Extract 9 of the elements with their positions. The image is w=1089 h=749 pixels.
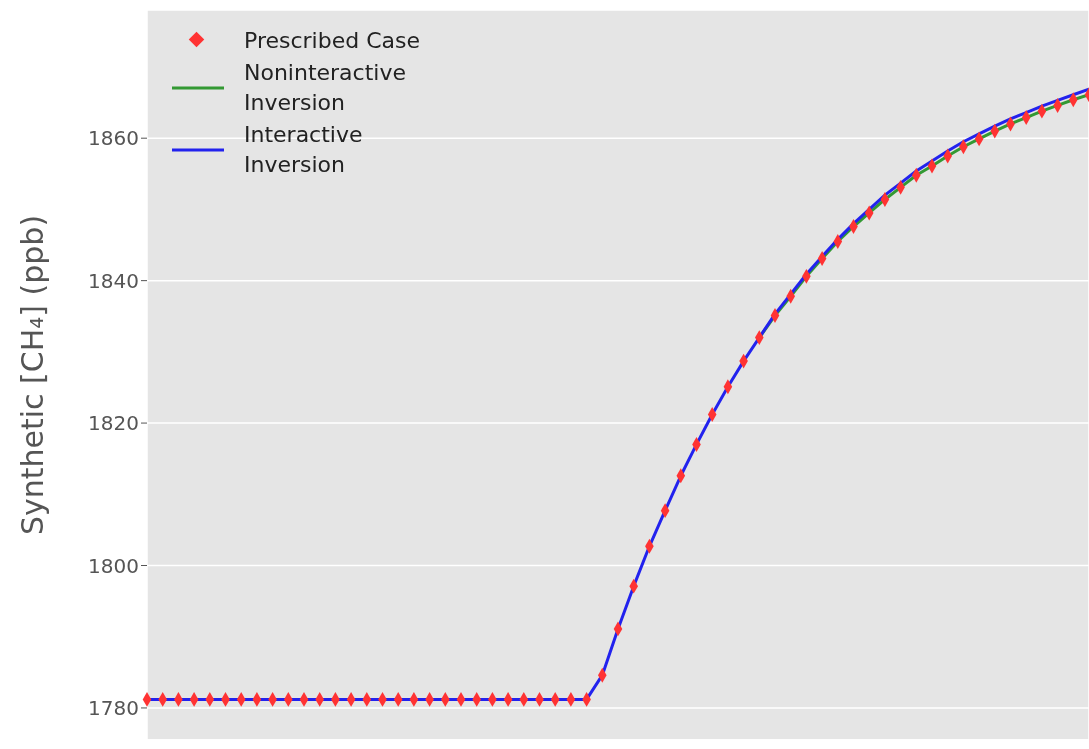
y-tick-label: 1780	[88, 696, 139, 721]
legend-label: Prescribed Case	[244, 27, 421, 55]
legend-label: Interactive Inversion	[244, 121, 364, 179]
legend-label: Noninteractive Inversion	[244, 59, 407, 117]
y-tick-label: 1860	[88, 126, 139, 151]
y-tick-label: 1840	[88, 268, 139, 293]
y-tick-label: 1820	[88, 411, 139, 436]
y-axis-title: Synthetic [CH₄] (ppb)	[14, 214, 50, 536]
y-tick-label: 1800	[88, 553, 139, 578]
